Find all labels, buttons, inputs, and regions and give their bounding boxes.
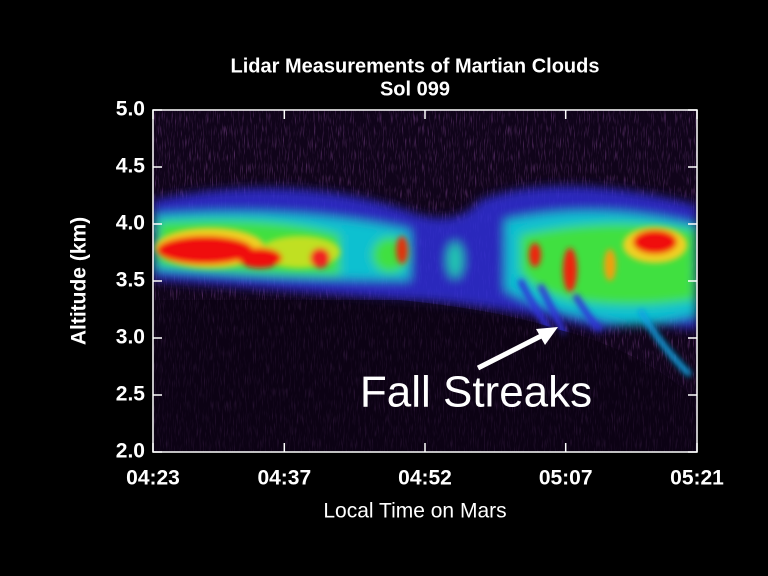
y-tick-label: 2.5 xyxy=(116,383,146,406)
x-tick-label: 05:21 xyxy=(670,467,724,490)
y-tick-label: 5.0 xyxy=(116,98,145,121)
annotation: Fall Streaks xyxy=(360,368,592,417)
x-axis-label: Local Time on Mars xyxy=(323,500,506,523)
y-tick-label: 4.5 xyxy=(116,155,146,178)
x-tick-label: 04:52 xyxy=(398,467,452,490)
y-tick-label: 4.0 xyxy=(116,212,145,235)
x-tick-label: 04:23 xyxy=(126,467,180,490)
x-tick-label: 05:07 xyxy=(539,467,593,490)
chart-title: Lidar Measurements of Martian Clouds xyxy=(231,55,600,77)
y-tick-label: 3.0 xyxy=(116,326,145,349)
y-axis-label: Altitude (km) xyxy=(68,217,91,345)
heatmap-image xyxy=(153,110,697,452)
chart-subtitle: Sol 099 xyxy=(380,78,450,100)
x-tick-label: 04:37 xyxy=(257,467,311,490)
y-tick-label: 3.5 xyxy=(116,269,146,292)
annotation-arrow xyxy=(476,327,558,371)
y-tick-label: 2.0 xyxy=(116,440,145,463)
